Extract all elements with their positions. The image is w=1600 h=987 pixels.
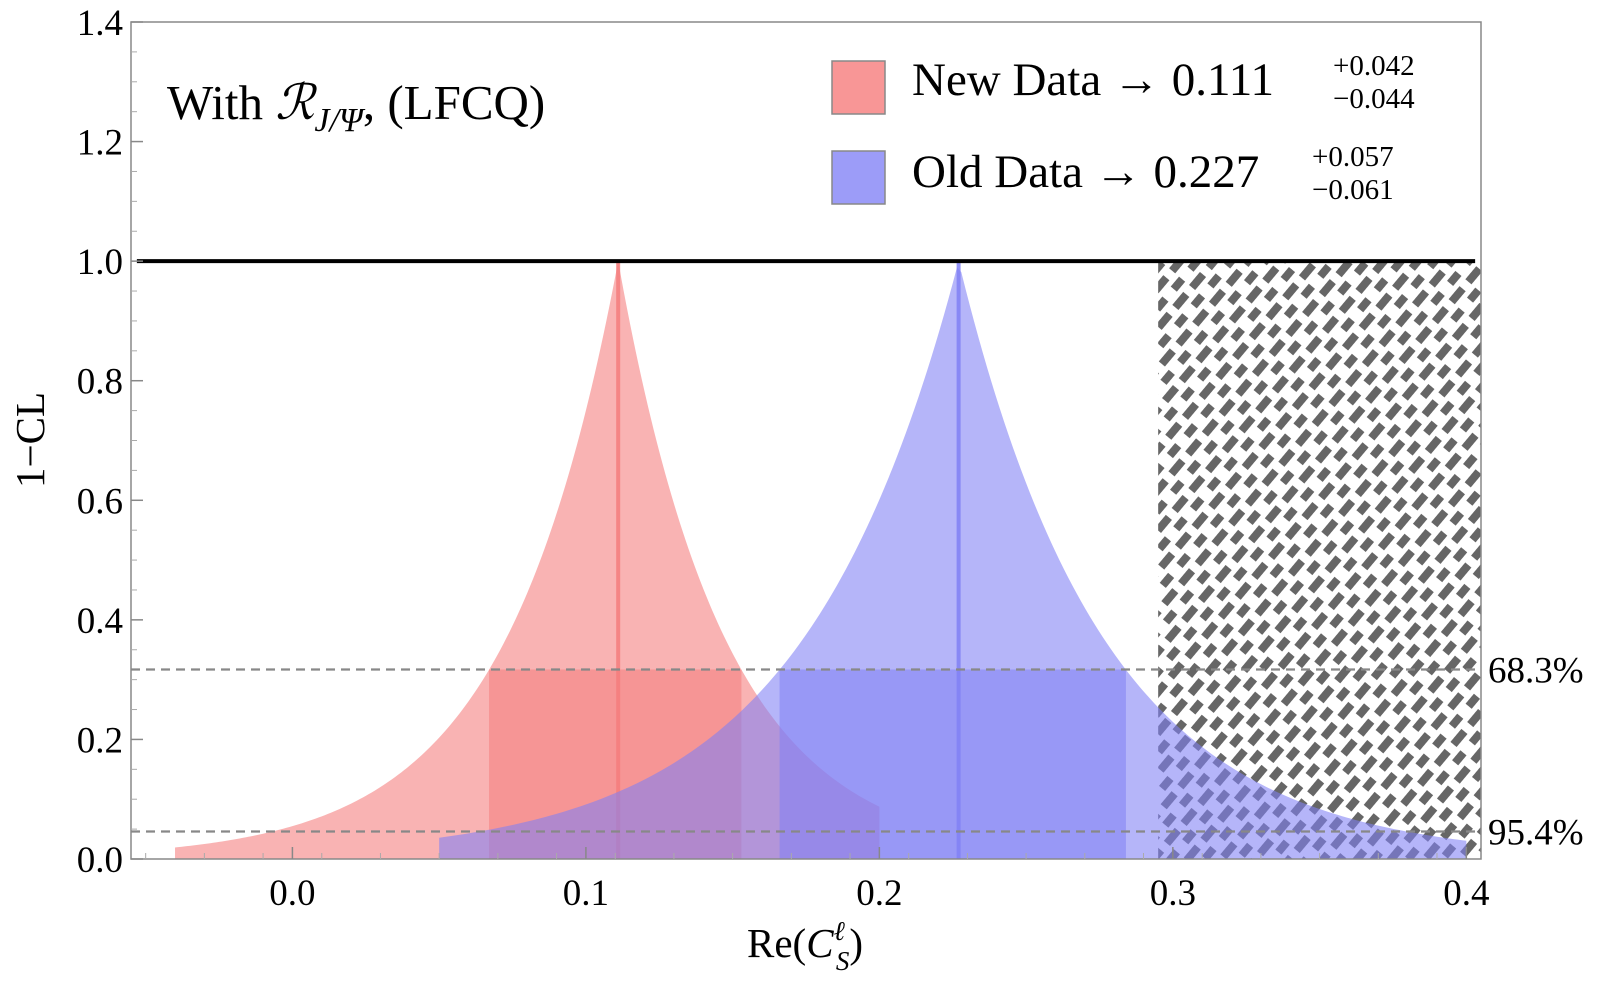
y-tick-label-1: 0.2 [77,720,123,761]
legend-label-old-data: Old Data → 0.227 [912,146,1259,198]
legend-sub-old-data: −0.061 [1312,174,1394,206]
x-axis-title: Re(Cℓ S) [747,916,863,976]
y-axis-title: 1−CL [7,392,53,488]
legend-sup-new-data: +0.042 [1333,50,1415,82]
y-tick-label-5: 1.0 [77,242,123,283]
x-tick-label-3: 0.3 [1150,873,1196,914]
cl-label-1: 95.4% [1488,812,1584,853]
legend-entry-new-data: New Data → 0.111 +0.042 −0.044 [831,50,1415,115]
marks: 68.3% 95.4% [131,259,1584,853]
band-1sigma-old-data [779,669,1126,859]
x-tick-label-0: 0.0 [269,873,315,914]
y-tick-label-4: 0.8 [77,362,123,403]
legend-swatch-new-data [831,60,886,115]
legend-label-new-data: New Data → 0.111 [912,54,1274,106]
y-tick-label-0: 0.0 [77,840,123,881]
legend-swatch-old-data [831,150,886,205]
legend-entry-old-data: Old Data → 0.227 +0.057 −0.061 [831,141,1394,206]
curve-old-data [439,267,1467,859]
plot-annotation: With ℛJ/Ψ, (LFCQ) [167,75,545,139]
y-tick-label-7: 1.4 [77,3,123,44]
legend: New Data → 0.111 +0.042 −0.044 Old Data … [831,50,1415,206]
x-tick-label-4: 0.4 [1443,873,1489,914]
cl-label-0: 68.3% [1488,650,1584,691]
axis-ticks: 0.0 0.1 0.2 0.3 0.4 0.0 0.2 0.4 0.6 0.8 1.0 1.2 1.4 [77,3,1490,914]
y-tick-label-2: 0.4 [77,601,123,642]
y-tick-label-3: 0.6 [77,481,123,522]
legend-sup-old-data: +0.057 [1312,141,1394,173]
plot-area [175,261,1481,859]
x-tick-label-2: 0.2 [856,873,902,914]
x-tick-label-1: 0.1 [563,873,609,914]
legend-sub-new-data: −0.044 [1333,83,1415,115]
y-tick-label-6: 1.2 [77,123,123,164]
